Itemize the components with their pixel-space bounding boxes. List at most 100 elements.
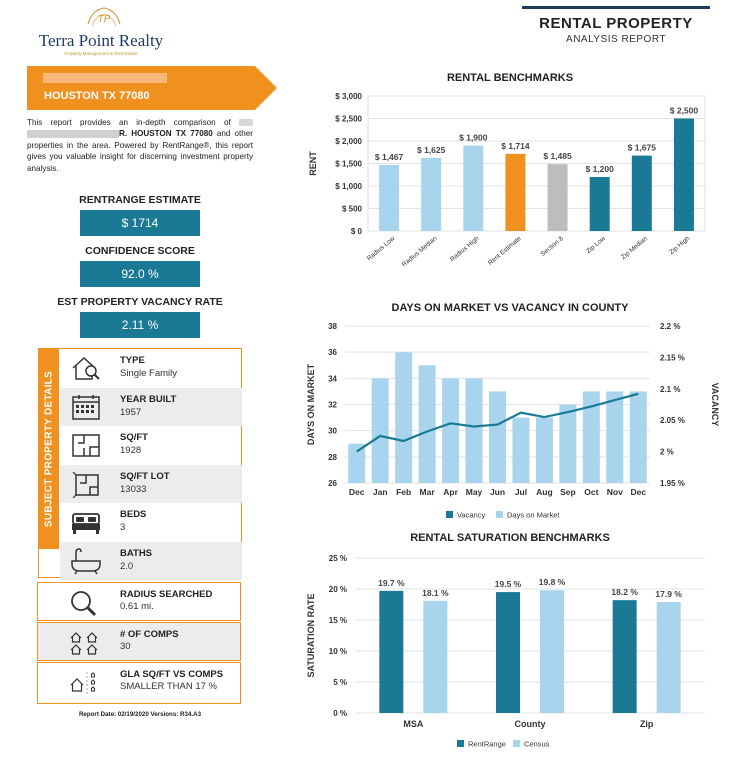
- y-tick-label: 15 %: [329, 616, 347, 625]
- data-label: $ 1,900: [459, 133, 488, 143]
- chart-title-saturation: RENTAL SATURATION BENCHMARKS: [410, 532, 610, 544]
- x-tick-label: Nov: [607, 487, 623, 497]
- houses-icon: [70, 632, 98, 655]
- y-tick-label: $ 1,500: [335, 160, 362, 169]
- property-details-panel: SUBJECT PROPERTY DETAILS TYPE Single Fam…: [38, 348, 242, 580]
- x-tick-label: County: [515, 719, 546, 729]
- detail-label: TYPE: [120, 355, 145, 366]
- x-tick-label: Feb: [396, 487, 411, 497]
- x-tick-label: Zip: [640, 719, 654, 729]
- y-tick-label: 26: [328, 479, 337, 488]
- legend-label: RentRange: [468, 740, 506, 749]
- detail-value: 1957: [120, 406, 142, 418]
- legend-label: Vacancy: [457, 511, 485, 520]
- x-tick-label: Sep: [560, 487, 576, 497]
- legend-swatch: [513, 740, 520, 747]
- legend-label: Days on Market: [507, 511, 560, 520]
- x-tick-label: Section 8: [540, 235, 566, 258]
- data-label: $ 1,467: [375, 152, 404, 162]
- bar: [465, 378, 483, 483]
- bar: [421, 157, 442, 231]
- y-tick-label: $ 2,500: [335, 115, 362, 124]
- bar: [559, 404, 577, 483]
- x-tick-label: Jul: [515, 487, 527, 497]
- legend-swatch: [457, 740, 464, 747]
- data-label: $ 1,675: [628, 143, 657, 153]
- x-tick-label: Radius Median: [401, 235, 439, 268]
- y-tick-label: $ 500: [342, 205, 363, 214]
- data-label: $ 2,500: [670, 106, 699, 116]
- report-title-block: RENTAL PROPERTY ANALYSIS REPORT: [522, 6, 710, 45]
- data-label: $ 1,625: [417, 145, 446, 155]
- bar: [606, 391, 624, 483]
- x-tick-label: Radius High: [449, 235, 481, 263]
- x-tick-label: Apr: [443, 487, 458, 497]
- intro-text-1: This report provides an in-depth compari…: [27, 118, 231, 127]
- radius-searched-label: RADIUS SEARCHED: [120, 589, 213, 600]
- bar: [442, 378, 460, 483]
- radius-searched-value: 0.61 mi.: [120, 601, 154, 612]
- y-tick-label: $ 1,000: [335, 182, 362, 191]
- house-compare-icon: [70, 672, 96, 696]
- detail-value: 2.0: [120, 560, 134, 572]
- rentrange-estimate-label: RENTRANGE ESTIMATE: [79, 194, 201, 206]
- y-tick-label: 25 %: [329, 554, 347, 563]
- radius-searched-box: RADIUS SEARCHED 0.61 mi.: [37, 582, 241, 621]
- detail-value: 3: [120, 522, 126, 533]
- x-tick-label: Mar: [420, 487, 436, 497]
- report-title: RENTAL PROPERTY: [539, 15, 693, 32]
- bar: [418, 365, 436, 483]
- y-tick-label: 38: [328, 322, 337, 331]
- bar: [371, 378, 389, 483]
- bar: [496, 592, 520, 713]
- bar: [348, 443, 366, 483]
- bar: [540, 590, 564, 713]
- address-banner: HOUSTON TX 77080: [27, 66, 277, 110]
- data-label: 17.9 %: [655, 589, 682, 599]
- y2-tick-label: 2.2 %: [660, 322, 680, 331]
- confidence-score-label: CONFIDENCE SCORE: [85, 245, 195, 257]
- report-subtitle: ANALYSIS REPORT: [566, 34, 666, 45]
- bar: [582, 391, 600, 483]
- rentrange-estimate-value: $ 1714: [80, 210, 200, 236]
- detail-row-sqft: SQ/FT 1928: [60, 426, 242, 465]
- bar: [656, 602, 681, 713]
- gla-vs-comps-value: SMALLER THAN 17 %: [120, 681, 217, 692]
- logo-initials: TP: [98, 14, 111, 25]
- detail-row-type: TYPE Single Family: [60, 349, 242, 388]
- y-tick-label: 30: [328, 427, 337, 436]
- x-tick-label: Rent Estimate: [487, 235, 523, 267]
- report-date: Report Date: 02/19/2020 Versions: R34.A3: [78, 711, 202, 718]
- data-label: $ 1,485: [543, 151, 572, 161]
- lot-plan-icon: [72, 471, 99, 498]
- y-axis-label: SATURATION RATE: [306, 594, 316, 678]
- detail-row-sqft-lot: SQ/FT LOT 13033: [60, 464, 242, 503]
- bar: [535, 417, 553, 483]
- property-details-tab-label: SUBJECT PROPERTY DETAILS: [43, 370, 55, 528]
- property-details-tab: SUBJECT PROPERTY DETAILS: [39, 349, 59, 549]
- bar: [463, 145, 484, 231]
- house-search-icon: [72, 356, 100, 380]
- bathtub-icon: [71, 547, 101, 574]
- y2-tick-label: 2.1 %: [660, 385, 680, 394]
- logo-emblem-icon: TP: [87, 7, 121, 27]
- data-label: $ 1,714: [501, 141, 530, 151]
- chart-title-days-vacancy: DAYS ON MARKET VS VACANCY IN COUNTY: [391, 302, 629, 314]
- x-tick-label: Jun: [490, 487, 505, 497]
- comps-count-value: 30: [120, 641, 131, 652]
- y-tick-label: 5 %: [333, 678, 347, 687]
- data-label: 19.7 %: [378, 578, 405, 588]
- vacancy-rate-value: 2.11 %: [80, 312, 200, 338]
- vacancy-rate-label: EST PROPERTY VACANCY RATE: [57, 296, 223, 308]
- rental-saturation-chart: 0 % 5 % 10 % 15 % 20 % 25 % SATURATION RATE 19.…: [306, 554, 705, 749]
- bar: [489, 391, 506, 483]
- x-tick-label: MSA: [403, 719, 424, 729]
- x-tick-label: Jan: [373, 487, 388, 497]
- bar: [547, 164, 568, 231]
- x-tick-label: Dec: [349, 487, 365, 497]
- bar: [673, 118, 694, 231]
- y-axis-label: DAYS ON MARKET: [306, 363, 316, 445]
- rental-benchmarks-chart: $ 0 $ 500 $ 1,000 $ 1,500 $ 2,000 $ 2,500 $ 3,…: [308, 92, 706, 268]
- data-label: 18.1 %: [422, 588, 449, 598]
- bar: [379, 590, 404, 713]
